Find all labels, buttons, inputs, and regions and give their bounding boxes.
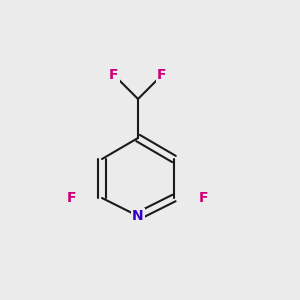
Text: N: N (132, 209, 144, 223)
Text: F: F (157, 68, 167, 82)
Text: F: F (67, 191, 77, 205)
Text: F: F (109, 68, 119, 82)
Text: F: F (199, 191, 209, 205)
